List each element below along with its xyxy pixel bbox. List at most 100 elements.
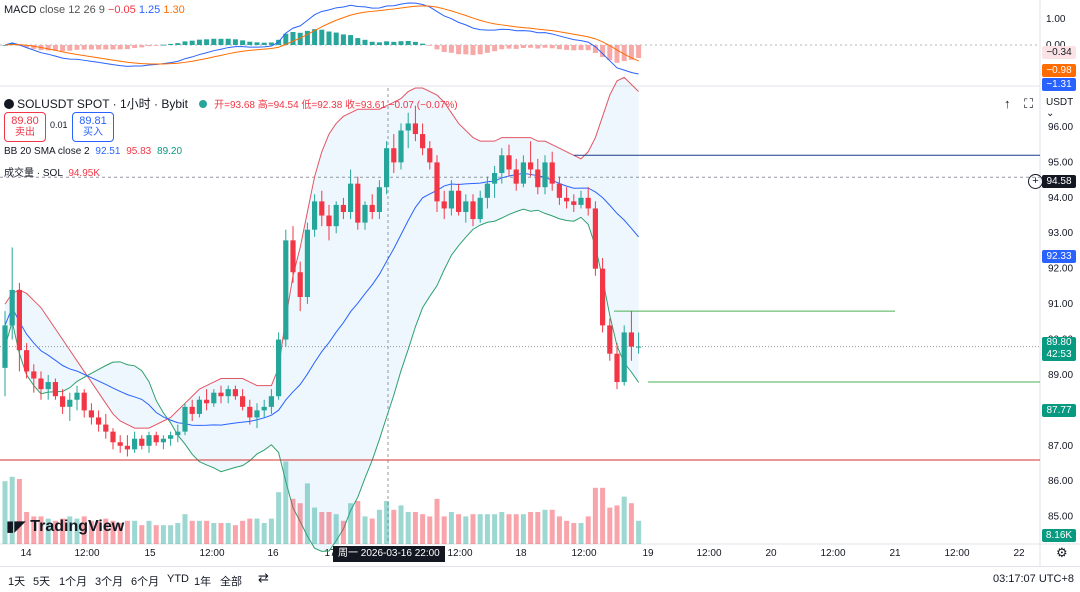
macd-histogram-bar (376, 42, 382, 45)
macd-pane (0, 2, 1040, 75)
macd-histogram-bar (398, 41, 404, 45)
candle-body (549, 162, 555, 184)
macd-histogram-bar (585, 45, 591, 51)
candle-body (607, 325, 613, 354)
macd-histogram-bar (24, 45, 30, 48)
volume-bar (67, 516, 73, 544)
candle-body (391, 148, 397, 163)
volume-bar (492, 514, 498, 544)
macd-histogram-bar (484, 45, 490, 53)
volume-bar (391, 509, 397, 544)
bb-basis-tag: 92.33 (1042, 250, 1076, 263)
macd-histogram-bar (211, 38, 217, 45)
candle-body (304, 229, 310, 298)
bb-upper-value: 95.83 (126, 146, 152, 157)
volume-bar (420, 514, 426, 544)
volume-bar (38, 516, 44, 544)
candle-body (45, 382, 51, 390)
macd-histogram-bar (520, 45, 526, 49)
macd-histogram-bar (506, 45, 512, 49)
volume-bar (477, 514, 483, 544)
volume-bar (542, 509, 548, 544)
macd-histogram-bar (261, 42, 267, 45)
macd-histogram-bar (110, 45, 116, 50)
macd-histogram-bar (355, 38, 361, 45)
macd-histogram-bar (88, 45, 94, 50)
macd-histogram-bar (542, 45, 548, 48)
macd-histogram-bar (578, 45, 584, 51)
range-1m[interactable]: 1个月 (59, 576, 88, 588)
date-range-icon[interactable]: ⇄ (258, 570, 269, 585)
currency-selector[interactable]: USDT ⌄ (1046, 97, 1074, 119)
volume-bar (196, 520, 202, 544)
last-price: 89.80 (1046, 337, 1072, 348)
spread-value: 0.01 (50, 120, 68, 130)
candle-body (182, 406, 188, 432)
volume-bar (636, 520, 642, 544)
volume-bar (412, 512, 418, 544)
candle-body (319, 201, 325, 216)
volume-bar (96, 520, 102, 544)
buy-label: 买入 (83, 127, 103, 138)
candle-body (506, 155, 512, 170)
candle-body (297, 272, 303, 298)
volume-bar (564, 520, 570, 544)
macd-histogram-bar (204, 39, 210, 45)
volume-tag: 8.16K (1042, 529, 1076, 542)
range-1y[interactable]: 1年 (194, 576, 212, 588)
volume-bar (628, 503, 634, 544)
bb-label: BB 20 SMA close 2 (4, 146, 90, 157)
price-tick-label: 86.00 (1048, 476, 1073, 487)
range-all[interactable]: 全部 (220, 576, 242, 588)
macd-histogram-bar (628, 45, 634, 60)
volume-label: 成交量 · SOL (4, 168, 63, 179)
range-3m[interactable]: 3个月 (95, 576, 124, 588)
volume-bar (312, 507, 318, 544)
candle-body (513, 169, 519, 184)
macd-histogram-bar (571, 45, 577, 51)
settings-gear-icon[interactable]: ⚙ (1056, 545, 1068, 560)
volume-bar (578, 523, 584, 544)
candle-body (225, 389, 231, 397)
bb-lower-line (4, 208, 640, 552)
candle-body (621, 332, 627, 383)
candle-body (2, 325, 8, 368)
volume-bar (340, 520, 346, 544)
time-tick-label: 17 (324, 548, 336, 559)
buy-button[interactable]: 89.81 买入 (72, 112, 114, 142)
candle-body (124, 445, 130, 450)
macd-histogram-bar (621, 45, 627, 62)
volume-legend[interactable]: 成交量 · SOL 94.95K (4, 164, 100, 179)
macd-histogram-bar (592, 45, 598, 53)
macd-params: close 12 26 9 (39, 4, 105, 16)
fullscreen-icon[interactable]: ⛶ (1024, 96, 1034, 111)
range-5d[interactable]: 5天 (33, 576, 51, 588)
symbol-legend[interactable]: SOLUSDT SPOT · 1小时 · Bybit 开=93.68 高=94.… (4, 95, 458, 112)
candle-body (168, 435, 174, 439)
clock[interactable]: 03:17:07 UTC+8 (992, 573, 1074, 585)
range-6m[interactable]: 6个月 (131, 576, 160, 588)
macd-legend[interactable]: MACD close 12 26 9 −0.05 1.25 1.30 (4, 4, 185, 16)
range-ytd[interactable]: YTD (167, 573, 189, 585)
macd-histogram-bar (636, 45, 642, 59)
add-alert-icon[interactable]: + (1028, 174, 1043, 189)
currency-label: USDT (1046, 97, 1074, 108)
candle-body (614, 353, 620, 383)
macd-histogram-bar (319, 29, 325, 45)
sell-button[interactable]: 89.80 卖出 (4, 112, 46, 142)
bb-legend[interactable]: BB 20 SMA close 2 92.51 95.83 89.20 (4, 146, 182, 157)
macd-histogram-bar (384, 41, 390, 45)
candle-body (218, 392, 224, 397)
time-tick-label: 20 (765, 548, 777, 559)
candle-body (31, 371, 37, 379)
macd-histogram-bar (67, 45, 73, 51)
volume-bar (74, 518, 80, 544)
price-tick-label: 91.00 (1048, 299, 1073, 310)
macd-histogram-bar (168, 43, 174, 45)
macd-histogram-bar (312, 29, 318, 45)
arrow-up-icon[interactable]: ↑ (1004, 96, 1011, 111)
volume-bar (283, 461, 289, 544)
range-1d[interactable]: 1天 (8, 576, 26, 588)
candle-body (564, 197, 570, 202)
